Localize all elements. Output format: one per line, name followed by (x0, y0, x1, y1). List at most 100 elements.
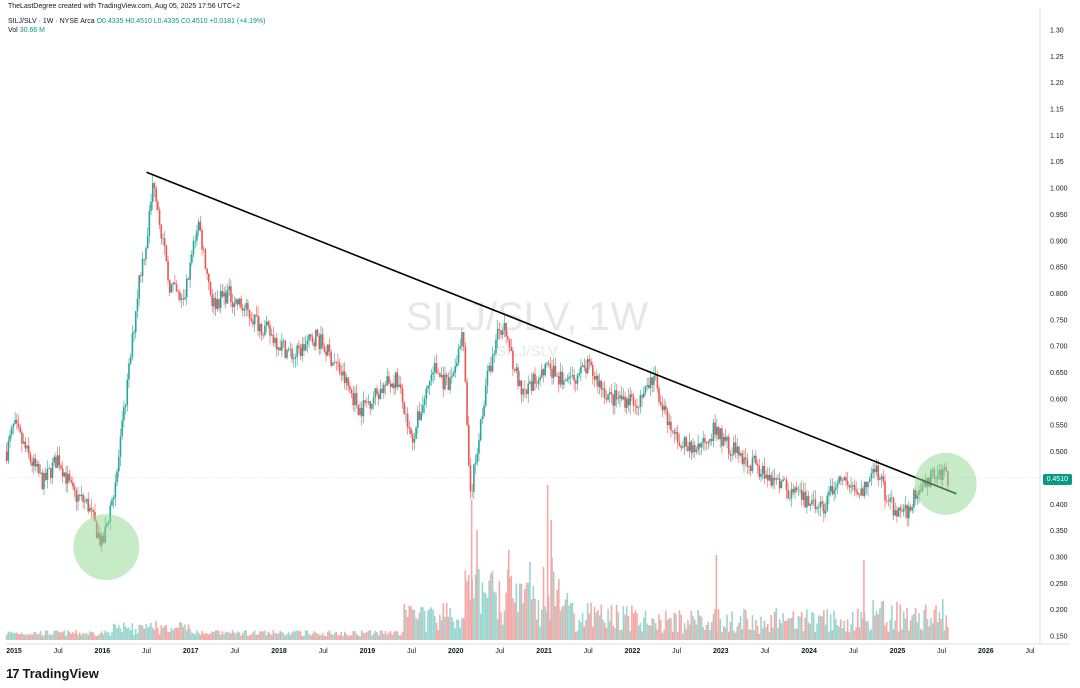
candle (349, 381, 351, 394)
volume-bar (885, 622, 888, 640)
candle (607, 393, 609, 402)
candle-body (323, 346, 326, 352)
volume-bar (192, 633, 195, 640)
candle-body (289, 348, 292, 350)
candle-body (439, 373, 441, 377)
volume-bar (454, 628, 456, 640)
candle (372, 391, 375, 410)
candle-body (644, 386, 647, 393)
volume-bar (151, 627, 154, 640)
candle-body (420, 412, 422, 420)
candle (608, 387, 611, 403)
volume-bar (578, 619, 580, 640)
volume-bar (909, 620, 912, 640)
candle (433, 356, 436, 381)
candle-body (172, 282, 174, 285)
y-tick-label: 0.650 (1050, 370, 1068, 377)
candle (389, 379, 392, 393)
candle (73, 483, 76, 498)
candle-body (840, 476, 842, 481)
candle-body (275, 338, 278, 350)
candle (117, 449, 120, 478)
candle-body (257, 316, 259, 332)
volume-bar (901, 629, 903, 640)
volume-bar (914, 607, 917, 640)
candle-body (760, 473, 762, 477)
volume-bar (603, 622, 606, 640)
candle-body (585, 367, 587, 374)
candle-body (355, 393, 358, 406)
candle (440, 367, 443, 379)
volume-bar (564, 599, 567, 640)
volume-bar (241, 632, 244, 640)
candle (911, 504, 914, 514)
candle-body (870, 473, 873, 480)
candle-body (170, 284, 173, 293)
candle-body (716, 426, 718, 435)
volume-bar (775, 608, 778, 640)
candle-body (473, 464, 475, 492)
volume-bar (449, 607, 451, 640)
candle-body (452, 372, 455, 377)
candle (39, 464, 42, 475)
candle (233, 296, 236, 317)
candle-body (405, 413, 407, 415)
candle (661, 396, 664, 417)
candle-body (269, 325, 271, 336)
volume-bar (294, 631, 297, 640)
volume-bar (333, 632, 336, 640)
candle-body (53, 456, 56, 463)
volume-bar (177, 627, 180, 640)
volume-bar (129, 630, 132, 640)
volume-bar (780, 623, 783, 640)
candle (209, 280, 212, 297)
candle (505, 322, 507, 344)
symbol-legend[interactable]: SILJ/SLV · 1W · NYSE Arca O0.4335 H0.451… (8, 18, 266, 25)
volume-bar (430, 607, 433, 640)
candle (388, 371, 390, 385)
candle-body (138, 275, 140, 299)
volume-bar (651, 618, 654, 640)
candle-body (56, 455, 59, 468)
volume-bar (270, 634, 273, 640)
volume-bar (182, 627, 185, 640)
candle (727, 433, 730, 460)
tradingview-logo[interactable]: 17 TradingView (6, 666, 99, 681)
volume-bar (729, 621, 732, 640)
candle-body (908, 506, 910, 519)
candle-body (196, 230, 198, 241)
y-tick-label: 0.350 (1050, 528, 1068, 535)
candle-body (194, 240, 197, 242)
candle (410, 426, 412, 438)
candle (870, 467, 873, 487)
candle (179, 289, 181, 303)
candle (252, 313, 254, 328)
candle (571, 366, 574, 380)
candle (26, 445, 28, 452)
volume-bar (481, 582, 484, 640)
candle-body (532, 373, 535, 391)
candle (238, 297, 241, 308)
volume-bar (228, 632, 231, 640)
candle (292, 353, 295, 368)
volume-bar (24, 634, 27, 640)
candle-body (498, 328, 501, 331)
candle-body (72, 482, 74, 487)
candle-body (605, 397, 608, 400)
volume-bar (576, 630, 579, 640)
candle-body (913, 490, 915, 508)
candle (315, 329, 317, 351)
candle (484, 377, 487, 408)
volume-bar (311, 633, 314, 640)
candle-body (264, 325, 266, 336)
volume-bar (617, 612, 620, 640)
volume-bar (366, 632, 368, 640)
volume-legend[interactable]: Vol 30.66 M (8, 27, 45, 34)
candle-body (245, 303, 247, 309)
candle (692, 438, 694, 458)
candle-body (556, 375, 558, 377)
volume-bar (544, 606, 547, 640)
candle (721, 425, 723, 454)
candle-body (755, 455, 757, 464)
